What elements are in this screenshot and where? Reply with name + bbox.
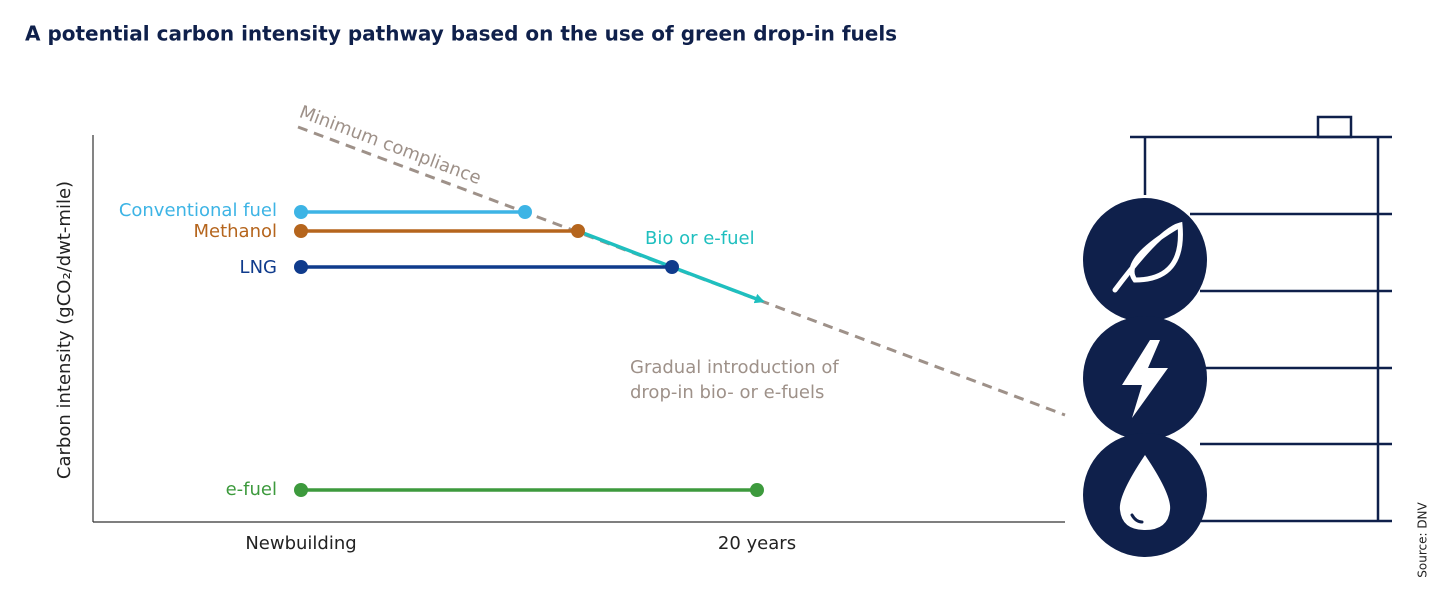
fuel-label: Conventional fuel (119, 200, 277, 221)
icon-drop (1083, 433, 1207, 557)
annotation: Bio or e-fuel (645, 228, 755, 249)
annotation: Minimum compliance (296, 102, 484, 189)
title: A potential carbon intensity pathway bas… (25, 22, 897, 46)
fuel-lng: LNG (240, 257, 679, 278)
fuel-label: Methanol (193, 221, 277, 242)
fuel-methanol: Methanol (193, 221, 585, 242)
fuel-conventional: Conventional fuel (119, 200, 532, 221)
x-label: Newbuilding (245, 533, 356, 554)
x-label: 20 years (718, 533, 796, 554)
fuel-label: LNG (240, 257, 277, 278)
icon-leaf (1083, 198, 1207, 322)
y-axis-label: Carbon intensity (gCO₂/dwt-mile) (54, 181, 75, 479)
fuel-label: e-fuel (226, 479, 277, 500)
fuel-efuel: e-fuel (226, 479, 764, 500)
annotation: drop-in bio- or e-fuels (630, 382, 824, 403)
icon-bolt (1083, 316, 1207, 440)
tank (1130, 115, 1392, 523)
source: Source: DNV (1416, 501, 1430, 577)
annotation: Gradual introduction of (630, 357, 839, 378)
